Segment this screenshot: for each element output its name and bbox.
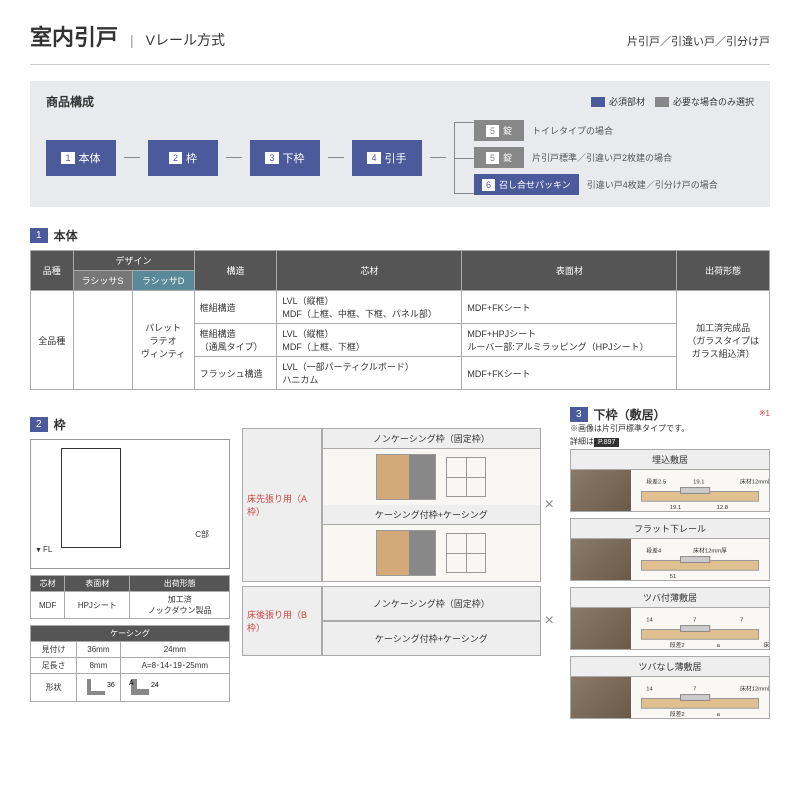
page-ref-pill: P.897 bbox=[594, 438, 619, 447]
product-structure-diagram: 商品構成 必須部材 必要な場合のみ選択 1本体 2枠 3下枠 4引手 5錠トイレ… bbox=[30, 81, 770, 207]
svg-text:段差2: 段差2 bbox=[670, 710, 685, 718]
diagram-title: 商品構成 bbox=[46, 93, 94, 110]
sill-item: ツバ付薄敷居 14 段差2 7 a 7 床材12mm厚 bbox=[570, 587, 770, 650]
cross-section-icon bbox=[446, 533, 486, 573]
door-elevation-sketch: FL C部 bbox=[30, 439, 230, 569]
branch-lock-1: 5錠 bbox=[474, 120, 524, 141]
svg-text:床材12mm厚: 床材12mm厚 bbox=[740, 478, 769, 486]
svg-text:床材12mm厚: 床材12mm厚 bbox=[763, 641, 769, 649]
non-casing-title: ノンケーシング枠（固定枠） bbox=[323, 429, 540, 449]
sill-item-title: フラット下レール bbox=[570, 518, 770, 539]
svg-text:床材12mm厚: 床材12mm厚 bbox=[693, 547, 727, 555]
sill-photo bbox=[571, 677, 631, 718]
page-header: 室内引戸 | Vレール方式 片引戸／引違い戸／引分け戸 bbox=[30, 20, 770, 65]
svg-text:段差4: 段差4 bbox=[646, 547, 662, 555]
svg-text:7: 7 bbox=[693, 687, 696, 693]
section-3-num: 3 bbox=[570, 407, 588, 422]
section-2-head: 2 枠 bbox=[30, 416, 230, 433]
branch-lock-2: 5錠 bbox=[474, 147, 524, 168]
sill-note-2: 詳細はP.897 bbox=[570, 436, 770, 447]
legend-optional-swatch bbox=[655, 97, 669, 107]
sill-diagram: 段差4 51 床材12mm厚 bbox=[631, 539, 769, 580]
c-part-label: C部 bbox=[195, 529, 209, 540]
flow-node-handle: 4引手 bbox=[352, 140, 422, 176]
flow-node-sill: 3下枠 bbox=[250, 140, 320, 176]
a-frame-label: 床先張り用（A枠） bbox=[242, 428, 322, 582]
fl-label: FL bbox=[35, 545, 52, 554]
header-types: 片引戸／引違い戸／引分け戸 bbox=[627, 33, 770, 49]
multiply-icon: × bbox=[541, 428, 558, 582]
branch-note-1: トイレタイプの場合 bbox=[532, 124, 613, 137]
casing-table: ケーシング 見付け36mm24mm 足長さ8mmA=8･14･19･25mm 形… bbox=[30, 625, 230, 702]
body-spec-table: 品種 デザイン 構造 芯材 表面材 出荷形態 ラシッサSラシッサD 全品種 パレ… bbox=[30, 250, 770, 390]
sill-item: ツバなし薄敷居 14 段差2 7 a 床材12mm厚 bbox=[570, 656, 770, 719]
sill-item-title: ツバ付薄敷居 bbox=[570, 587, 770, 608]
legend-optional-label: 必要な場合のみ選択 bbox=[673, 95, 754, 108]
branch-note-3: 引違い戸4枚建／引分け戸の場合 bbox=[587, 178, 718, 191]
section-2-num: 2 bbox=[30, 417, 48, 432]
sill-item-title: ツバなし薄敷居 bbox=[570, 656, 770, 677]
sub-title: Vレール方式 bbox=[146, 30, 225, 50]
sill-photo bbox=[571, 608, 631, 649]
sill-item-title: 埋込敷居 bbox=[570, 449, 770, 470]
svg-text:床材12mm厚: 床材12mm厚 bbox=[740, 685, 769, 693]
section-1-head: 1 本体 bbox=[30, 227, 770, 244]
svg-text:14: 14 bbox=[646, 618, 653, 624]
flow-node-body: 1本体 bbox=[46, 140, 116, 176]
diagram-legend: 必須部材 必要な場合のみ選択 bbox=[591, 95, 754, 108]
section-3-title: 下枠（敷居） bbox=[594, 406, 666, 423]
legend-required-label: 必須部材 bbox=[609, 95, 645, 108]
svg-text:7: 7 bbox=[740, 618, 743, 624]
sill-diagram: 14 段差2 7 a 床材12mm厚 bbox=[631, 677, 769, 718]
svg-text:7: 7 bbox=[693, 618, 696, 624]
svg-text:12.8: 12.8 bbox=[717, 505, 728, 511]
sill-photo bbox=[571, 470, 631, 511]
title-divider: | bbox=[130, 32, 134, 48]
svg-text:a: a bbox=[717, 643, 721, 649]
legend-required-swatch bbox=[591, 97, 605, 107]
cross-section-icon bbox=[446, 457, 486, 497]
section-1-num: 1 bbox=[30, 228, 48, 243]
sill-diagram: 14 段差2 7 a 7 床材12mm厚 bbox=[631, 608, 769, 649]
frame-photo bbox=[376, 454, 436, 500]
svg-text:19.1: 19.1 bbox=[693, 480, 704, 486]
frame-material-table: 芯材表面材出荷形態 MDFHPJシート加工済 ノックダウン製品 bbox=[30, 575, 230, 619]
section-2-title: 枠 bbox=[54, 416, 66, 433]
frame-photo bbox=[376, 530, 436, 576]
casing-b: ケーシング付枠+ケーシング bbox=[322, 621, 541, 656]
sill-type-list: 埋込敷居 段差2.5 19.1 19.1 12.8 床材12mm厚 フラット下レール 段… bbox=[570, 449, 770, 719]
svg-text:24: 24 bbox=[151, 682, 159, 689]
main-title: 室内引戸 bbox=[30, 20, 118, 52]
frame-types-grid: 床先張り用（A枠） ノンケーシング枠（固定枠） ケーシング付枠+ケーシング × … bbox=[242, 406, 558, 656]
svg-text:19.1: 19.1 bbox=[670, 505, 681, 511]
b-frame-label: 床後張り用（B枠） bbox=[242, 586, 322, 656]
section-1-title: 本体 bbox=[54, 227, 78, 244]
multiply-icon: × bbox=[541, 586, 558, 656]
sill-item: 埋込敷居 段差2.5 19.1 19.1 12.8 床材12mm厚 bbox=[570, 449, 770, 512]
non-casing-b: ノンケーシング枠（固定枠） bbox=[322, 586, 541, 621]
ref-mark: ※1 bbox=[759, 409, 770, 418]
sill-diagram: 段差2.5 19.1 19.1 12.8 床材12mm厚 bbox=[631, 470, 769, 511]
svg-text:段差2.5: 段差2.5 bbox=[646, 478, 666, 486]
flow-node-frame: 2枠 bbox=[148, 140, 218, 176]
sill-photo bbox=[571, 539, 631, 580]
svg-text:段差2: 段差2 bbox=[670, 641, 685, 649]
branch-note-2: 片引戸標準／引違い戸2枚建の場合 bbox=[532, 151, 672, 164]
flow-chain: 1本体 2枠 3下枠 4引手 5錠トイレタイプの場合 5錠片引戸標準／引違い戸2… bbox=[46, 120, 754, 195]
section-3-head: 3 下枠（敷居） bbox=[570, 406, 666, 423]
casing-title: ケーシング付枠+ケーシング bbox=[323, 505, 540, 525]
sill-item: フラット下レール 段差4 51 床材12mm厚 bbox=[570, 518, 770, 581]
svg-text:a: a bbox=[717, 712, 721, 718]
svg-text:36: 36 bbox=[107, 682, 115, 689]
svg-text:14: 14 bbox=[646, 687, 653, 693]
svg-text:A: A bbox=[129, 680, 134, 687]
sill-note-1: ※画像は片引戸標準タイプです。 bbox=[570, 423, 770, 434]
branch-packing: 6召し合せパッキン bbox=[474, 174, 579, 195]
svg-text:51: 51 bbox=[670, 574, 677, 580]
